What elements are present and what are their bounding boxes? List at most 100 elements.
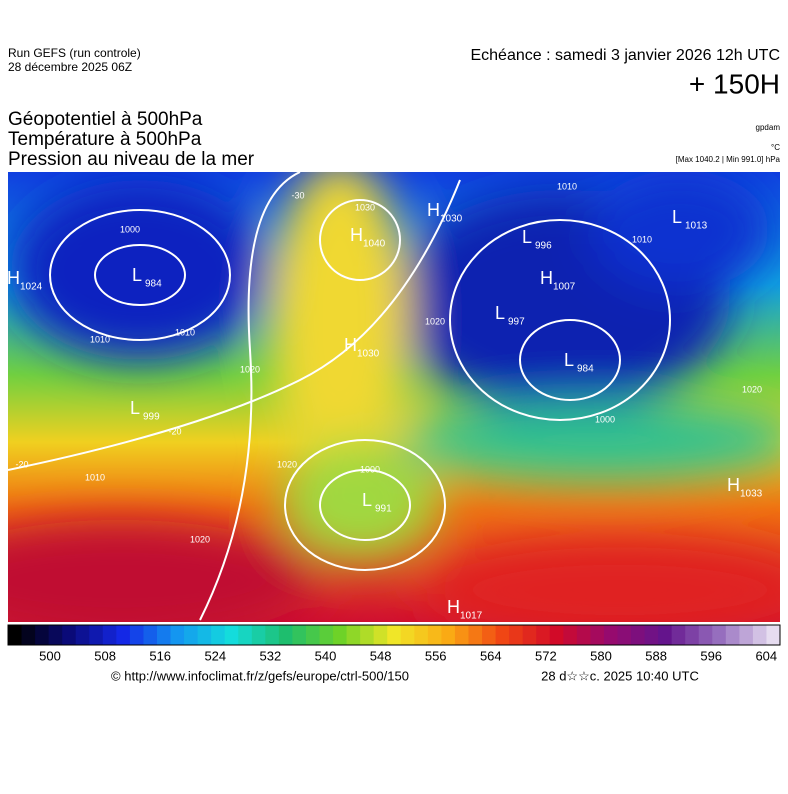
colorbar-swatch bbox=[522, 625, 537, 645]
colorbar-swatch bbox=[441, 625, 456, 645]
colorbar-swatch bbox=[549, 625, 564, 645]
colorbar-swatch bbox=[211, 625, 226, 645]
colorbar-swatch bbox=[75, 625, 90, 645]
center-letter: H bbox=[540, 268, 553, 288]
colorbar-swatch bbox=[278, 625, 293, 645]
contour-label: 1020 bbox=[277, 459, 297, 469]
map bbox=[8, 172, 780, 622]
colorbar-swatch bbox=[373, 625, 388, 645]
colorbar-swatch bbox=[360, 625, 375, 645]
center-value: 1013 bbox=[685, 221, 708, 232]
colorbar-swatch bbox=[62, 625, 77, 645]
contour-label: 1020 bbox=[425, 316, 445, 326]
colorbar-swatch bbox=[265, 625, 280, 645]
center-value: 997 bbox=[508, 317, 525, 328]
colorbar-swatch bbox=[224, 625, 239, 645]
center-letter: H bbox=[447, 597, 460, 617]
center-letter: L bbox=[132, 265, 142, 285]
colorbar-label: 548 bbox=[370, 648, 392, 663]
unit: gpdam bbox=[756, 123, 781, 132]
center-letter: L bbox=[522, 227, 532, 247]
colorbar-swatch bbox=[671, 625, 686, 645]
center-value: 1030 bbox=[357, 349, 380, 360]
center-letter: L bbox=[495, 303, 505, 323]
center-value: 996 bbox=[535, 241, 552, 252]
center-value: 1030 bbox=[440, 214, 463, 225]
contour-label: 1010 bbox=[85, 472, 105, 482]
contour-label: 1020 bbox=[742, 384, 762, 394]
center-value: 1024 bbox=[20, 282, 43, 293]
colorbar-swatch bbox=[170, 625, 185, 645]
contour-label: -20 bbox=[168, 426, 181, 436]
center-value: 1017 bbox=[460, 611, 483, 622]
center-value: 991 bbox=[375, 504, 392, 515]
timestamp: 28 d☆☆c. 2025 10:40 UTC bbox=[541, 668, 699, 683]
colorbar-swatch bbox=[8, 625, 23, 645]
colorbar-swatch bbox=[21, 625, 36, 645]
colorbar-swatch bbox=[305, 625, 321, 645]
run-date: 28 décembre 2025 06Z bbox=[8, 60, 132, 74]
colorbar-swatch bbox=[644, 625, 659, 645]
colorbar-swatch bbox=[143, 625, 158, 645]
colorbar-label: 556 bbox=[425, 648, 447, 663]
colorbar-swatch bbox=[400, 625, 415, 645]
colorbar-label: 500 bbox=[39, 648, 61, 663]
colorbar-swatch bbox=[658, 625, 673, 645]
colorbar-swatch bbox=[698, 625, 713, 645]
colorbar-swatch bbox=[603, 625, 618, 645]
contour-label: 1000 bbox=[595, 414, 615, 424]
colorbar-label: 516 bbox=[149, 648, 171, 663]
colorbar-swatch bbox=[590, 625, 605, 645]
colorbar-swatch bbox=[387, 625, 402, 645]
colorbar-label: 564 bbox=[480, 648, 502, 663]
center-letter: L bbox=[564, 350, 574, 370]
unit: °C bbox=[771, 143, 780, 152]
colorbar-swatch bbox=[495, 625, 510, 645]
colorbar-label: 508 bbox=[94, 648, 116, 663]
colorbar-swatch bbox=[563, 625, 578, 645]
colorbar-swatch bbox=[739, 625, 754, 645]
colorbar-swatch bbox=[156, 625, 172, 645]
colorbar-label: 604 bbox=[755, 648, 777, 663]
center-letter: H bbox=[344, 335, 357, 355]
run: Run GEFS (run controle) bbox=[8, 46, 141, 60]
colorbar-swatch bbox=[631, 625, 646, 645]
center-letter: L bbox=[362, 490, 372, 510]
title: Pression au niveau de la mer bbox=[8, 149, 255, 170]
center-value: 984 bbox=[577, 364, 594, 375]
contour-label: -30 bbox=[291, 190, 304, 200]
center-letter: L bbox=[130, 398, 140, 418]
colorbar-swatch bbox=[509, 625, 524, 645]
colorbar-label: 572 bbox=[535, 648, 557, 663]
title: Géopotentiel à 500hPa bbox=[8, 109, 203, 130]
colorbar-swatch bbox=[184, 625, 199, 645]
contour-label: 1010 bbox=[90, 334, 110, 344]
center-letter: H bbox=[350, 225, 363, 245]
colorbar-label: 596 bbox=[700, 648, 722, 663]
colorbar-swatch bbox=[427, 625, 442, 645]
center-value: 1040 bbox=[363, 239, 386, 250]
contour-label: 1030 bbox=[355, 202, 375, 212]
colorbar-label: 580 bbox=[590, 648, 612, 663]
colorbar-label: 540 bbox=[315, 648, 337, 663]
colorbar-swatch bbox=[617, 625, 632, 645]
colorbar-label: 532 bbox=[260, 648, 282, 663]
center-value: 1033 bbox=[740, 489, 763, 500]
unit: [Max 1040.2 | Min 991.0] hPa bbox=[676, 155, 781, 164]
colorbar-swatch bbox=[576, 625, 591, 645]
contour-label: 1010 bbox=[632, 234, 652, 244]
colorbar-swatch bbox=[333, 625, 348, 645]
colorbar-frame bbox=[7, 624, 781, 646]
colorbar-swatch bbox=[89, 625, 104, 645]
center-value: 984 bbox=[145, 279, 162, 290]
contour-label: -20 bbox=[15, 459, 28, 469]
colorbar-swatch bbox=[116, 625, 131, 645]
colorbar-swatch bbox=[319, 625, 334, 645]
title: Température à 500hPa bbox=[8, 129, 202, 150]
colorbar-swatch bbox=[454, 625, 469, 645]
center-value: 999 bbox=[143, 412, 160, 423]
contour-label: 1000 bbox=[120, 224, 140, 234]
center-letter: H bbox=[7, 268, 20, 288]
center-letter: H bbox=[727, 475, 740, 495]
